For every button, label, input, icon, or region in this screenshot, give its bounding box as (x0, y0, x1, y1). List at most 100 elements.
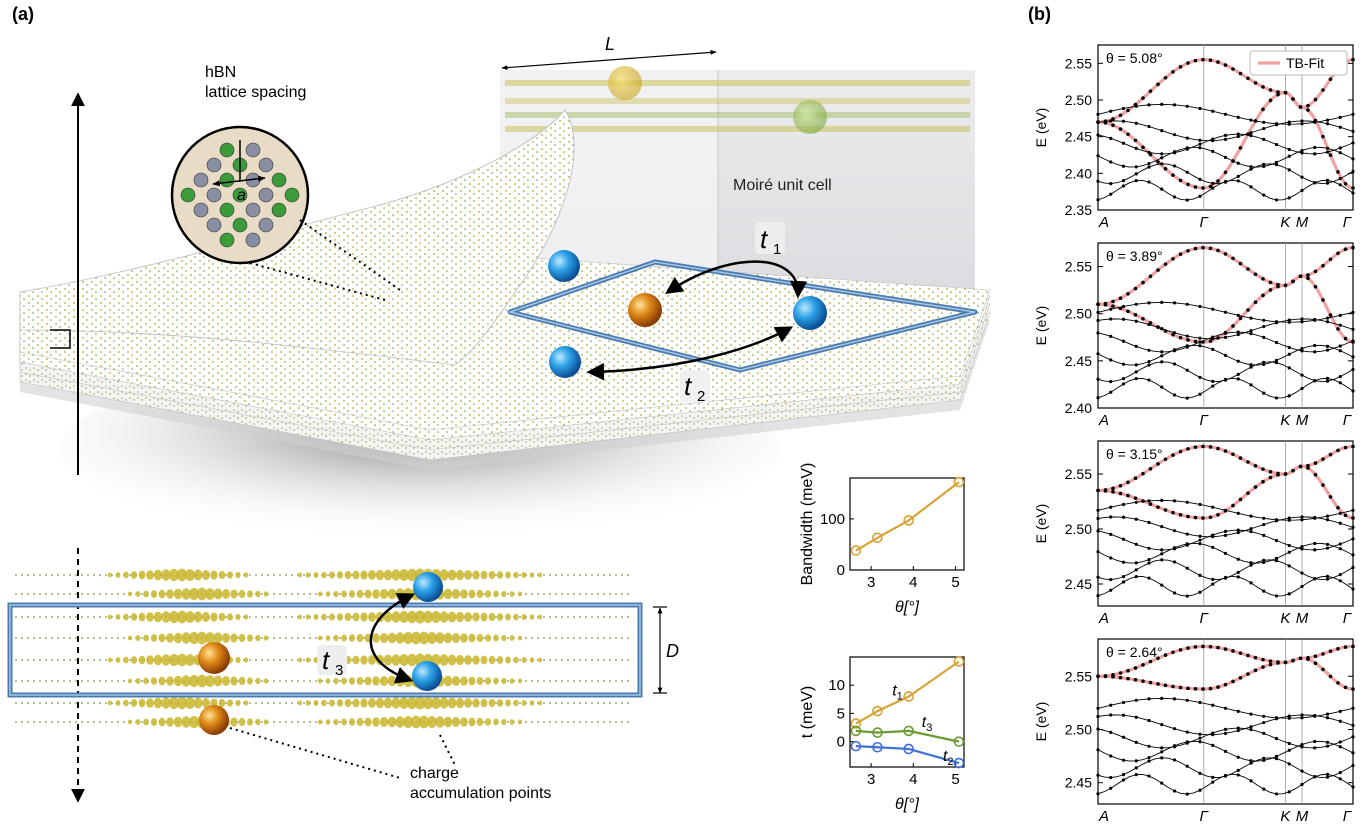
nitrogen-atom (258, 187, 274, 203)
side-atom (451, 588, 461, 600)
side-atom (403, 715, 413, 729)
side-atom (150, 677, 158, 685)
side-atom (505, 656, 511, 664)
dft-point (1246, 491, 1250, 495)
dft-point (1171, 650, 1175, 655)
dft-point (1343, 645, 1348, 649)
dft-point (1238, 651, 1243, 655)
dft-band (1097, 301, 1354, 323)
dft-point (1336, 646, 1340, 651)
boron-atom (271, 172, 287, 188)
side-atom (360, 698, 368, 708)
side-atom (176, 696, 188, 710)
dft-point (1351, 186, 1355, 190)
side-atom (169, 696, 179, 710)
dft-band (1097, 529, 1354, 551)
side-atom (333, 718, 339, 726)
dft-point (1276, 661, 1280, 665)
side-atom (153, 654, 163, 666)
side-atom (344, 698, 352, 708)
side-atom (176, 568, 188, 582)
side-atom (379, 588, 389, 600)
box-lattice-rows (505, 80, 970, 132)
hbn-spacing-label: lattice spacing (205, 84, 306, 101)
k-point-label: M (1296, 610, 1309, 627)
side-electron-sphere-top (413, 572, 443, 602)
dft-point (1238, 676, 1243, 680)
dft-point (1223, 647, 1228, 651)
dft-point (1276, 473, 1280, 477)
side-atom (427, 631, 437, 645)
charge-label-line1: charge (410, 765, 459, 782)
dft-point (1193, 246, 1198, 251)
hole-sphere-center (628, 293, 662, 327)
side-atom (193, 697, 203, 709)
side-atom (235, 656, 241, 664)
side-atom (173, 632, 183, 644)
side-atom (472, 698, 480, 708)
dft-band (1097, 120, 1354, 142)
dft-point (1208, 246, 1213, 251)
side-atom (336, 699, 344, 707)
side-atom (538, 700, 542, 706)
side-atom (235, 571, 241, 579)
dft-point (1163, 167, 1168, 171)
dft-point (1186, 182, 1190, 187)
side-atom (472, 570, 480, 580)
side-atom (391, 569, 401, 581)
side-atom (130, 656, 138, 664)
side-atom (146, 570, 154, 580)
side-atom (325, 719, 331, 725)
data-point (872, 741, 883, 753)
side-atom (169, 568, 179, 582)
dft-point (1126, 309, 1130, 314)
side-atom (391, 697, 401, 709)
side-atom (305, 572, 311, 578)
dft-point (1246, 76, 1250, 81)
dft-point (1291, 468, 1295, 473)
dft-point (1231, 503, 1235, 508)
hop-label-t2: t 2 (680, 370, 710, 405)
side-atom (150, 718, 158, 726)
plot-title: θ = 3.89° (1106, 248, 1163, 264)
nitrogen-atom (258, 157, 274, 173)
y-axis-label: t (meV) (799, 686, 816, 738)
side-atom (205, 632, 215, 644)
side-atom (493, 590, 499, 598)
dft-point (1261, 479, 1265, 484)
dft-point (1231, 67, 1235, 71)
dft-point (1148, 680, 1153, 685)
dft-point (1216, 179, 1220, 183)
dft-point (1148, 659, 1153, 664)
band-plot: 2.45 2.50 2.55 E (eV) A Γ K M Γθ = 3.15° (1033, 440, 1355, 627)
side-atom (372, 633, 380, 643)
side-atom (318, 719, 322, 725)
dft-point (1178, 335, 1183, 340)
panel-b-label: (b) (1028, 4, 1051, 24)
dft-band (1097, 542, 1354, 564)
data-point (903, 691, 914, 702)
side-atom (509, 678, 515, 684)
data-point (850, 725, 862, 737)
hbn-lattice-inset: hBN lattice spacing a (170, 64, 401, 301)
dft-point (1126, 132, 1130, 137)
side-atom (364, 676, 372, 686)
dft-point (1178, 178, 1183, 183)
y-tick-label: 2.55 (1065, 55, 1092, 71)
side-atom (427, 715, 437, 729)
side-atom (468, 676, 476, 686)
dft-point (1351, 245, 1355, 250)
dft-band (1097, 133, 1354, 155)
boron-atom (219, 172, 235, 188)
side-atom (115, 614, 121, 620)
dft-point (1216, 685, 1220, 689)
dft-point (1261, 85, 1265, 89)
side-atom (352, 698, 360, 708)
svg-text:t: t (684, 371, 693, 401)
dft-point (1261, 467, 1265, 471)
k-point-label: A (1098, 214, 1109, 231)
side-atom (455, 654, 465, 666)
side-atom (196, 587, 208, 601)
side-atom (115, 700, 121, 706)
plot-title: θ = 3.15° (1106, 446, 1163, 462)
